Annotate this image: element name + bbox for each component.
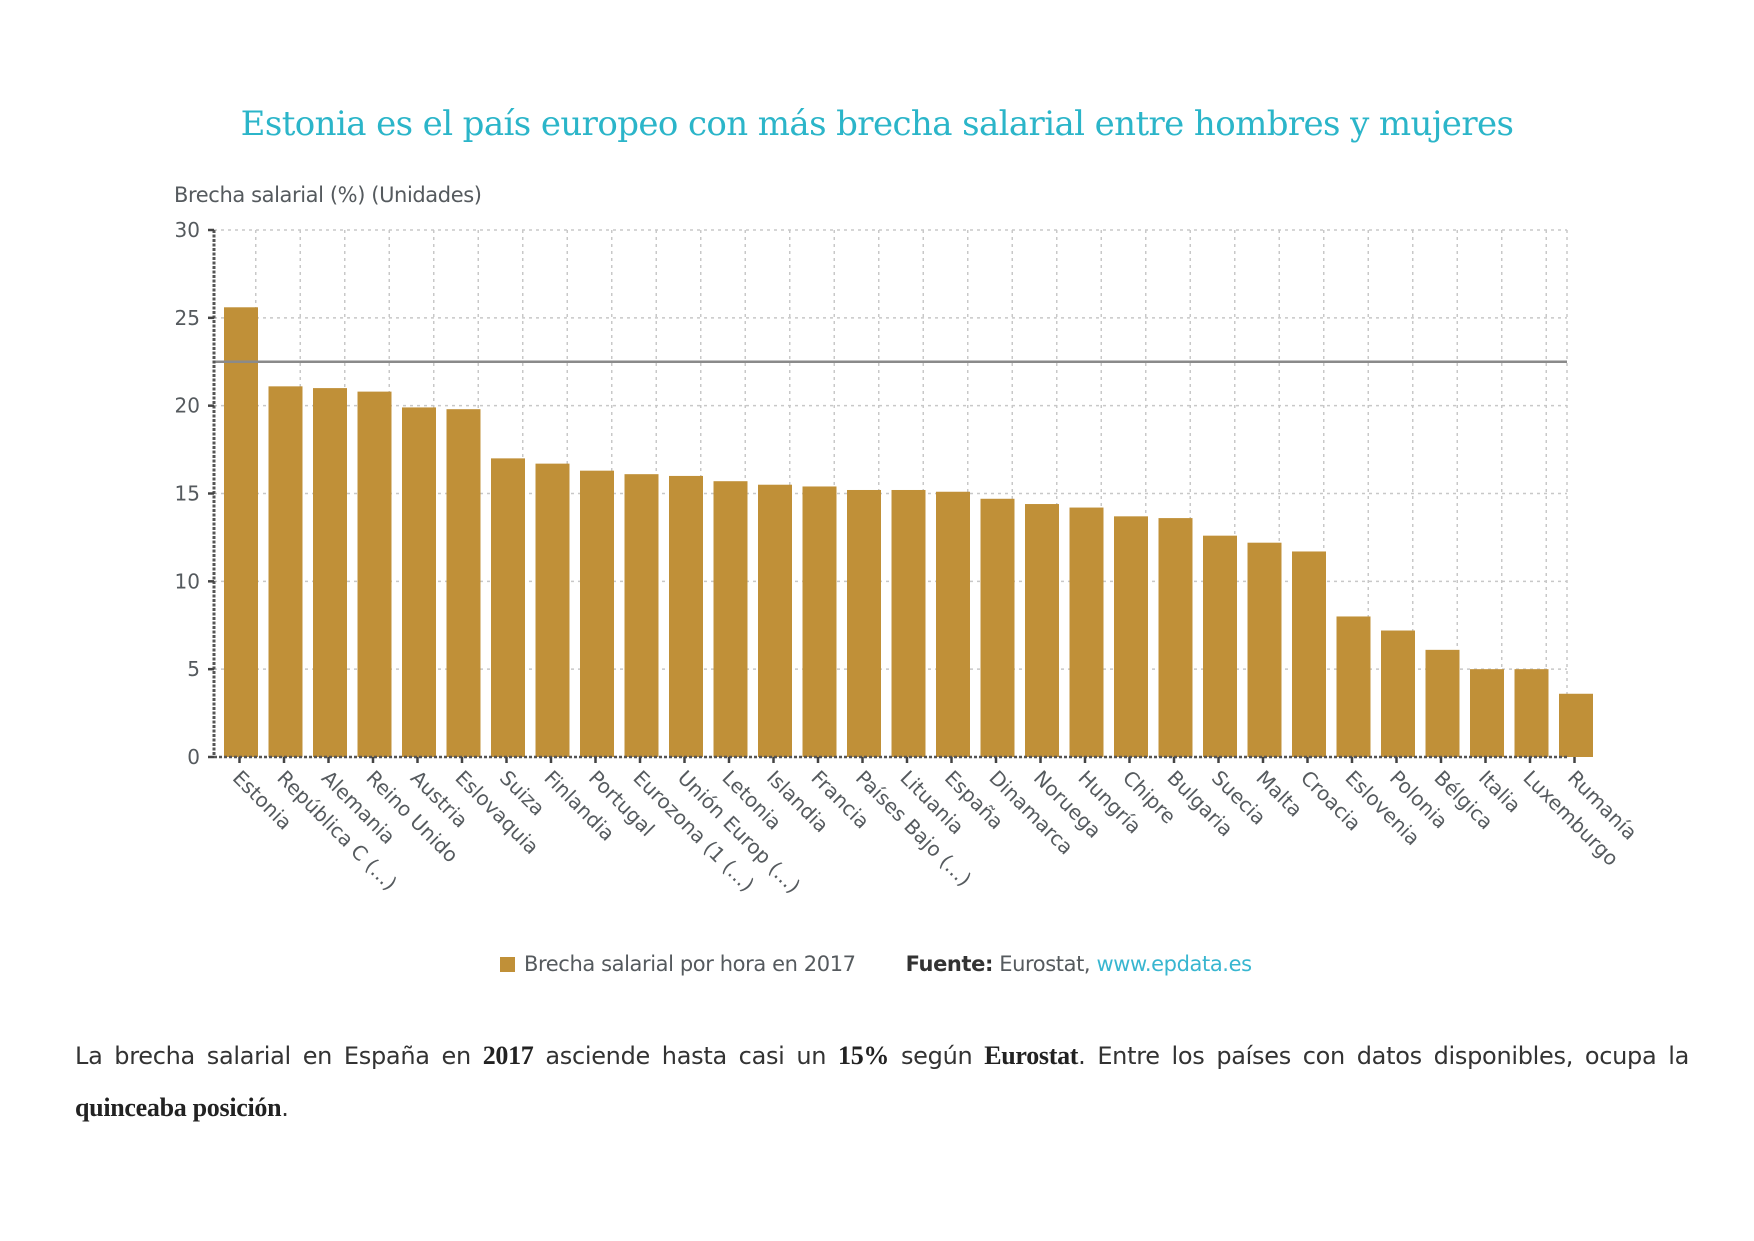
bar — [1559, 693, 1593, 757]
y-axis-title: Brecha salarial (%) (Unidades) — [174, 183, 482, 207]
bar — [669, 475, 703, 757]
para-bold-year: 2017 — [482, 1041, 534, 1070]
bar — [224, 307, 258, 757]
y-tick-label: 0 — [187, 745, 200, 769]
y-tick-label: 10 — [175, 569, 200, 593]
para-text-3: según — [889, 1042, 985, 1070]
bar — [847, 489, 881, 757]
para-text-5: . — [281, 1094, 289, 1122]
para-bold-source: Eurostat — [984, 1041, 1079, 1070]
bar — [1247, 542, 1282, 757]
source-credit: Fuente: Eurostat, www.epdata.es — [906, 952, 1252, 976]
bar — [1514, 669, 1549, 757]
bar — [891, 489, 926, 757]
bar — [758, 484, 792, 757]
source-label: Fuente: — [905, 952, 994, 976]
bar — [313, 388, 347, 757]
para-bold-position: quinceaba posición — [75, 1093, 282, 1122]
bar — [268, 386, 303, 757]
bar — [535, 463, 570, 757]
y-tick-label: 30 — [175, 218, 200, 242]
chart-title: Estonia es el país europeo con más brech… — [240, 104, 1514, 144]
y-tick-label: 15 — [175, 482, 200, 506]
bar — [1114, 516, 1148, 757]
source-text: Eurostat, — [999, 952, 1091, 976]
bar — [1025, 504, 1059, 757]
bar — [980, 498, 1015, 757]
bars — [224, 307, 1593, 757]
bar — [357, 391, 392, 757]
bar — [1336, 616, 1371, 757]
bar — [402, 407, 436, 757]
bar — [1381, 630, 1415, 757]
bar — [624, 474, 659, 757]
bar — [491, 458, 525, 757]
bar — [446, 409, 481, 757]
para-text-4: . Entre los países con datos disponibles… — [1078, 1042, 1689, 1070]
y-tick-labels: 0 5 10 15 20 25 30 — [175, 218, 200, 769]
axes — [208, 228, 1576, 763]
y-tick-label: 20 — [175, 394, 200, 418]
legend-series-label: Brecha salarial por hora en 2017 — [524, 952, 856, 976]
legend-swatch — [500, 956, 515, 972]
bar — [1292, 551, 1326, 757]
bar — [1069, 507, 1104, 757]
para-text-2: asciende hasta casi un — [533, 1042, 839, 1070]
y-tick-label: 5 — [187, 657, 200, 681]
bar — [1203, 535, 1237, 757]
legend: Brecha salarial por hora en 2017 Fuente:… — [500, 952, 1252, 976]
para-text-1: La brecha salarial en España en — [75, 1042, 483, 1070]
summary-paragraph: La brecha salarial en España en 2017 asc… — [75, 1030, 1689, 1134]
bar — [802, 486, 837, 757]
bar — [1158, 518, 1193, 757]
bar — [1425, 649, 1460, 757]
y-tick-label: 25 — [175, 306, 200, 330]
para-bold-percent: 15% — [838, 1041, 890, 1070]
bar — [580, 470, 614, 757]
bar — [936, 491, 970, 757]
bar — [713, 481, 748, 757]
source-link[interactable]: www.epdata.es — [1096, 952, 1252, 976]
bar — [1470, 669, 1504, 757]
